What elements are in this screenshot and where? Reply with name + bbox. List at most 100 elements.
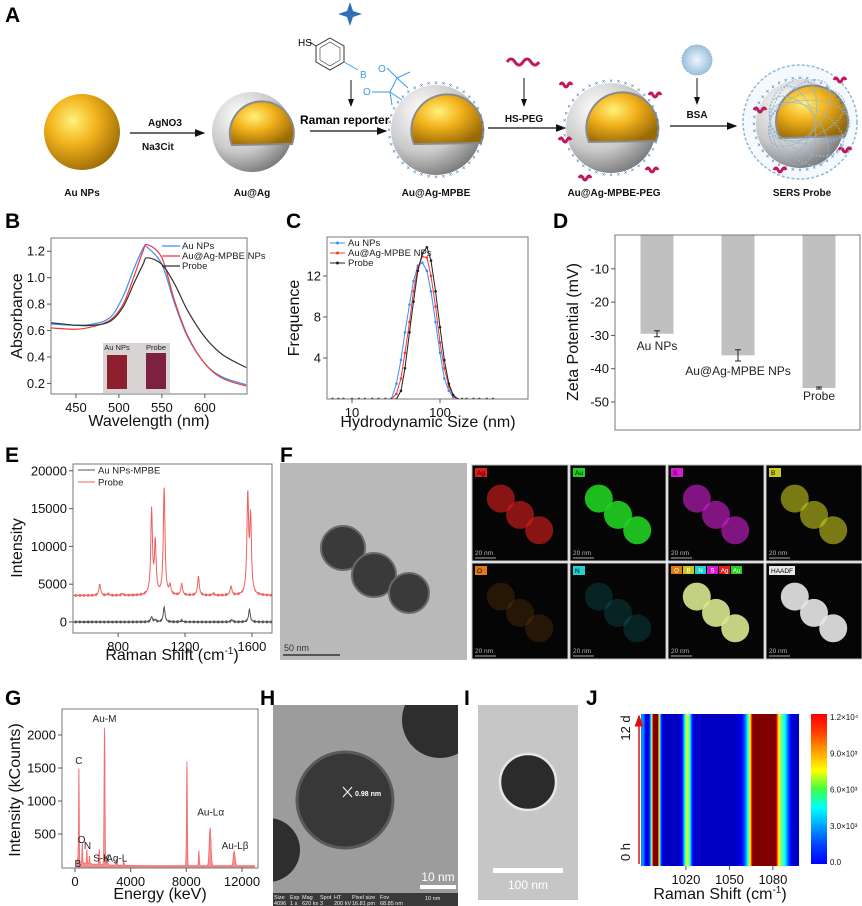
heatmap-column (780, 714, 782, 866)
heatmap-column (704, 714, 706, 866)
reporter-mark: × (839, 101, 843, 107)
reporter-mark: × (647, 154, 651, 160)
heatmap-column (687, 714, 689, 866)
x-tick-label: 1020 (671, 872, 700, 887)
data-point (429, 259, 433, 262)
molecule-thiol-label: HS (298, 38, 312, 49)
legend-chip (719, 566, 730, 574)
reporter-mark: × (481, 135, 485, 141)
heatmap-column (726, 714, 728, 866)
heatmap-column (673, 714, 675, 866)
data-point (443, 377, 446, 380)
series-line-0 (332, 261, 493, 399)
reporter-mark: × (791, 167, 795, 173)
heatmap-column (684, 714, 686, 866)
heatmap-column (773, 714, 775, 866)
y-tick-label: 8 (314, 309, 321, 324)
scale-bar (493, 868, 563, 873)
heatmap-column (784, 714, 786, 866)
heatmap-column (641, 714, 643, 866)
heatmap-column (768, 714, 770, 866)
particle-signal (682, 582, 711, 611)
peak-annotation-1: Au-M (93, 714, 117, 725)
reporter-mark: × (631, 84, 635, 90)
heatmap-column (781, 714, 783, 866)
legend-chip (683, 566, 694, 574)
y-tick-label: 5000 (38, 577, 67, 592)
reporter-mark: × (617, 80, 621, 86)
colorbar-tick-label: 0.0 (830, 858, 842, 867)
reporter-mark: × (396, 100, 400, 106)
heatmap-column (699, 714, 701, 866)
reporter-mark: × (805, 77, 809, 83)
lattice-marker (342, 786, 353, 798)
heatmap-column (721, 714, 723, 866)
series-line-2 (332, 246, 493, 399)
y-tick-label: 10000 (31, 539, 67, 554)
heatmap-column (748, 714, 750, 866)
heatmap-column (714, 714, 716, 866)
heatmap-column (652, 714, 654, 866)
heatmap-column (655, 714, 657, 866)
reporter-mark: × (476, 107, 480, 113)
info-value: 200 kV (334, 901, 351, 906)
reporter-mark: × (656, 126, 660, 132)
inset-label-probe: Probe (146, 343, 166, 352)
heatmap-column (736, 714, 738, 866)
x-tick-label: 550 (151, 400, 173, 415)
y-tick-label: 0.6 (27, 323, 45, 338)
y-tick-label: -30 (590, 328, 609, 343)
reporter-mark: × (563, 133, 567, 139)
y-tick-label: 1.2 (27, 244, 45, 259)
heatmap-column (775, 714, 777, 866)
peg-chain (557, 136, 573, 144)
legend-marker-1 (336, 251, 339, 255)
heatmap-column (706, 714, 708, 866)
heatmap-column (660, 714, 662, 866)
legend-chip (707, 566, 718, 574)
plot-frame-c (326, 236, 529, 400)
y-tick-label: 15000 (31, 501, 67, 516)
heatmap-column (695, 714, 697, 866)
legend-label-2: Probe (348, 258, 373, 269)
heatmap-column (678, 714, 680, 866)
reporter-mark: × (396, 156, 400, 162)
colorbar-tick-label: 1.2×10⁴ (830, 713, 859, 722)
bsa-mesh-strand (767, 79, 832, 147)
data-point (443, 366, 446, 370)
map-background (471, 562, 569, 660)
legend-chip-label: Au (733, 569, 740, 575)
data-point (416, 269, 420, 273)
x-tick-label: 12000 (224, 874, 260, 889)
scale-bar-label: 10 nm (421, 870, 454, 884)
map-scale-label: 20 nm (573, 648, 591, 655)
legend-chip-label: B (686, 569, 690, 575)
peak-annotation-4: B (74, 859, 81, 870)
heatmap-column (755, 714, 757, 866)
reporter-mark: × (449, 173, 453, 179)
particle-signal (682, 484, 711, 513)
reporter-mark: × (588, 168, 592, 174)
heatmap-column (789, 714, 791, 866)
heatmap-column (713, 714, 715, 866)
particle-signal (780, 582, 809, 611)
map-label: O (477, 568, 482, 575)
data-point (425, 245, 429, 249)
reporter-mark: × (812, 166, 816, 172)
heatmap-column (765, 714, 767, 866)
reporter-mark: × (401, 161, 405, 167)
scale-bar-label: 100 nm (508, 878, 548, 892)
reporter-mark: × (442, 82, 446, 88)
nanoparticle-neighbor (402, 705, 458, 758)
particle-signal (819, 614, 848, 643)
heatmap-column (757, 714, 759, 866)
heatmap-column (766, 714, 768, 866)
reporter-mark: × (571, 98, 575, 104)
x-axis-title: Raman Shift (cm-1) (653, 885, 786, 903)
legend-label-1: Au@Ag-MPBE NPs (182, 251, 266, 262)
plot-frame-e (72, 463, 273, 634)
data-point (421, 252, 424, 255)
info-header: Fov (380, 895, 389, 901)
heatmap-column (688, 714, 690, 866)
